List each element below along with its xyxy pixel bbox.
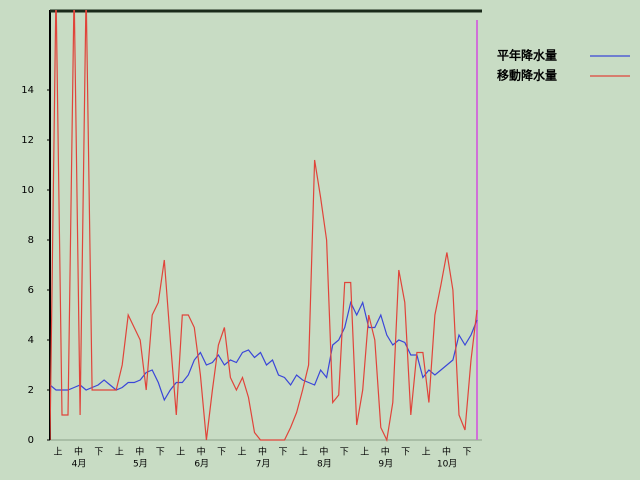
x-tick-label: 上 <box>115 447 124 458</box>
x-tick-label: 上 <box>360 447 369 458</box>
y-tick-label: 12 <box>21 135 34 146</box>
x-tick-label: 中 <box>319 446 328 458</box>
series-line <box>50 300 478 402</box>
series-line <box>50 10 478 442</box>
month-label: 6月 <box>194 459 209 470</box>
x-tick-label: 上 <box>176 447 185 458</box>
y-tick-label: 0 <box>28 435 34 446</box>
x-tick-label: 下 <box>401 448 410 458</box>
x-tick-label: 下 <box>462 448 471 458</box>
legend-label: 平年降水量 <box>497 48 557 63</box>
y-tick-label: 8 <box>28 235 34 246</box>
plot-area <box>50 10 478 442</box>
x-tick-label: 下 <box>156 448 165 458</box>
x-tick-label: 下 <box>94 448 103 458</box>
legend-label: 移動降水量 <box>497 68 557 83</box>
month-label: 7月 <box>256 459 271 470</box>
month-label: 10月 <box>437 459 457 470</box>
month-label: 5月 <box>133 459 148 470</box>
x-tick-label: 中 <box>197 446 206 458</box>
x-tick-label: 上 <box>299 447 308 458</box>
x-tick-label: 下 <box>340 448 349 458</box>
y-tick-label: 4 <box>28 335 34 346</box>
x-tick-label: 下 <box>278 448 287 458</box>
x-tick-label: 中 <box>74 446 83 458</box>
month-label: 4月 <box>72 459 87 470</box>
x-tick-label: 下 <box>217 448 226 458</box>
x-tick-label: 上 <box>238 447 247 458</box>
y-tick-label: 14 <box>21 85 34 96</box>
y-tick-label: 6 <box>28 285 34 296</box>
x-tick-label: 中 <box>258 446 267 458</box>
x-tick-label: 上 <box>53 447 62 458</box>
y-tick-label: 10 <box>21 185 34 196</box>
y-tick-label: 2 <box>28 385 34 396</box>
x-tick-label: 上 <box>422 447 431 458</box>
x-tick-label: 中 <box>442 446 451 458</box>
month-label: 8月 <box>317 459 332 470</box>
month-label: 9月 <box>378 459 393 470</box>
x-tick-label: 中 <box>135 446 144 458</box>
x-tick-label: 中 <box>381 446 390 458</box>
